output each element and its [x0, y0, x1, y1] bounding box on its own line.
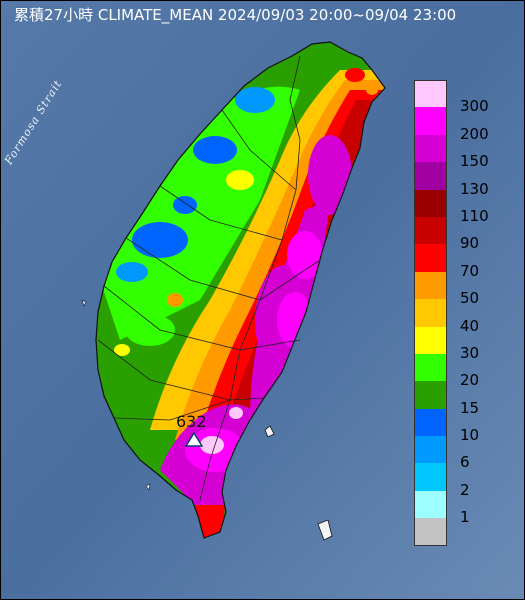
map-title: 累積27小時 CLIMATE_MEAN 2024/09/03 20:00~09/… — [14, 6, 457, 24]
triangle-marker — [184, 431, 204, 447]
legend-label: 90 — [460, 234, 480, 253]
legend-label: 10 — [460, 426, 480, 445]
legend-swatch — [414, 216, 447, 245]
legend-row: 50 — [414, 271, 508, 307]
legend-label: 110 — [460, 206, 489, 225]
legend-label: 50 — [460, 289, 480, 308]
legend-row: 90 — [414, 216, 508, 252]
legend-label: 70 — [460, 261, 480, 280]
legend-swatch — [414, 80, 447, 108]
legend-label: 30 — [460, 343, 480, 362]
legend-swatch — [414, 436, 447, 464]
legend-swatch — [414, 162, 447, 190]
county-boundaries — [97, 55, 321, 501]
legend-swatch — [414, 134, 447, 163]
legend-swatch — [414, 463, 447, 491]
legend-swatch — [414, 408, 447, 437]
max-rainfall-label: 632 — [176, 412, 207, 431]
legend-swatch — [414, 518, 447, 546]
legend-swatch — [414, 244, 447, 272]
legend-row: 15 — [414, 381, 508, 417]
legend-swatch — [414, 490, 447, 519]
legend-row: 150 — [414, 134, 508, 170]
legend-label: 200 — [460, 124, 489, 143]
legend-row: 130 — [414, 162, 508, 198]
legend-row — [414, 518, 508, 546]
legend-swatch — [414, 299, 447, 327]
legend-label: 300 — [460, 97, 489, 116]
legend-row: 1 — [414, 490, 508, 526]
legend-label: 150 — [460, 152, 489, 171]
legend-row: 10 — [414, 408, 508, 444]
legend-row: 200 — [414, 107, 508, 143]
legend-label: 6 — [460, 453, 470, 472]
legend-label: 130 — [460, 179, 489, 198]
legend-row: 20 — [414, 353, 508, 389]
legend-label: 40 — [460, 316, 480, 335]
legend-row: 40 — [414, 299, 508, 335]
legend-label: 2 — [460, 480, 470, 499]
green-island — [264, 425, 275, 438]
legend-swatch — [414, 326, 447, 354]
legend-swatch — [414, 189, 447, 217]
penghu-islet — [81, 299, 87, 307]
legend-label: 20 — [460, 371, 480, 390]
legend-row: 2 — [414, 463, 508, 499]
taiwan-coastline — [95, 41, 386, 539]
legend-row: 6 — [414, 436, 508, 471]
legend-swatch — [414, 107, 447, 135]
legend-row: 300 — [414, 80, 508, 115]
legend-row: 30 — [414, 326, 508, 362]
lanyu-island — [317, 519, 333, 541]
legend-label: 15 — [460, 398, 480, 417]
rainfall-legend: 300 200 150 130 110 90 70 50 40 30 20 15 10 6 2 1 — [414, 80, 508, 546]
legend-label: 1 — [460, 508, 470, 527]
legend-swatch — [414, 353, 447, 382]
legend-swatch — [414, 381, 447, 409]
legend-swatch — [414, 271, 447, 300]
legend-row: 70 — [414, 244, 508, 280]
liuqiu-islet — [145, 483, 151, 491]
legend-row: 110 — [414, 189, 508, 225]
